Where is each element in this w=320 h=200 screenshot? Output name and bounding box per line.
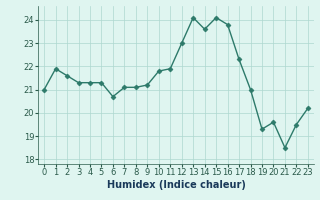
X-axis label: Humidex (Indice chaleur): Humidex (Indice chaleur)	[107, 180, 245, 190]
